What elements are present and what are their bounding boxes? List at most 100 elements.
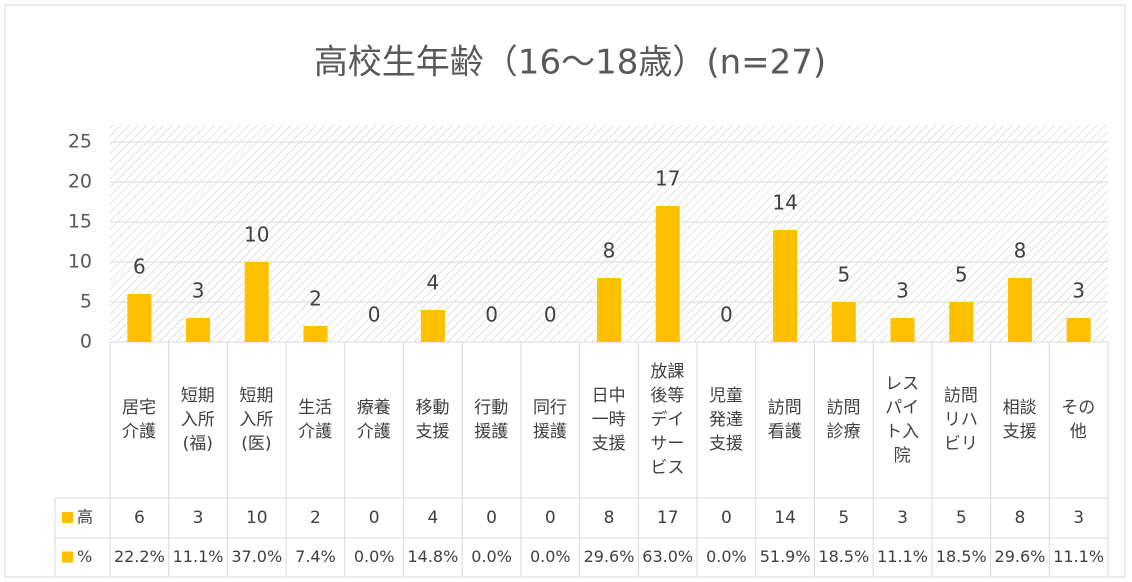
x-tick-label: 訪問診療 <box>826 398 861 442</box>
bar <box>186 318 211 342</box>
y-tick-label: 15 <box>68 211 92 233</box>
x-category: 行動援護 <box>474 398 509 442</box>
bar <box>773 230 798 342</box>
table-cell: 3 <box>897 508 908 528</box>
table-cell: 0.0% <box>354 547 395 566</box>
x-category: レスパイト入院 <box>885 374 920 466</box>
bar <box>303 326 328 342</box>
table-cell: 18.5% <box>818 547 869 566</box>
x-tick-label: レスパイト入院 <box>885 374 920 466</box>
table-cell: 11.1% <box>877 547 928 566</box>
data-label: 3 <box>192 279 205 303</box>
table-cell: 14.8% <box>407 547 458 566</box>
x-category: 訪問看護 <box>767 398 802 442</box>
table-cell: 3 <box>1073 508 1084 528</box>
y-tick-label: 10 <box>68 251 92 273</box>
table-cell: 5 <box>838 508 849 528</box>
x-tick-label: 移動支援 <box>415 398 450 442</box>
x-category: 居宅介護 <box>122 398 156 442</box>
x-tick-label: 訪問リハビリ <box>943 386 978 454</box>
x-category: 生活介護 <box>298 398 332 442</box>
table-cell: 17 <box>657 508 679 528</box>
data-label: 8 <box>1014 239 1027 263</box>
x-category: 同行援護 <box>532 398 567 442</box>
x-category: 訪問診療 <box>826 398 861 442</box>
table-cell: 29.6% <box>584 547 635 566</box>
table-cell: 8 <box>1015 508 1026 528</box>
x-category: 療養介護 <box>356 398 391 442</box>
table-cell: 10 <box>246 508 268 528</box>
bar <box>597 278 621 342</box>
x-tick-label: 児童発達支援 <box>709 386 744 454</box>
bar <box>655 206 680 342</box>
data-label: 2 <box>309 287 322 311</box>
table-cell: 18.5% <box>936 547 987 566</box>
x-tick-label: 短期入所(福) <box>180 386 215 454</box>
bar <box>831 302 856 342</box>
y-tick-label: 25 <box>68 131 92 153</box>
table-cell: 29.6% <box>995 547 1046 566</box>
table-cell: 37.0% <box>231 547 282 566</box>
legend-label: 高 <box>77 508 93 527</box>
data-label: 10 <box>244 223 269 247</box>
data-label: 0 <box>720 303 733 327</box>
y-tick-label: 20 <box>68 171 92 193</box>
data-label: 0 <box>544 303 557 327</box>
table-cell: 8 <box>604 508 615 528</box>
x-tick-label: その他 <box>1061 398 1096 442</box>
data-label: 8 <box>603 239 616 263</box>
legend-key <box>62 551 73 563</box>
x-category: 移動支援 <box>415 398 450 442</box>
y-tick-label: 5 <box>80 291 92 313</box>
table-cell: 0 <box>369 508 380 528</box>
data-label: 6 <box>133 255 146 279</box>
x-tick-label: 行動援護 <box>474 398 509 442</box>
table-cell: 0 <box>545 508 556 528</box>
bar <box>1066 318 1091 342</box>
table-cell: 0 <box>721 508 732 528</box>
table-cell: 11.1% <box>173 547 224 566</box>
data-label: 3 <box>1072 279 1085 303</box>
x-category: 訪問リハビリ <box>943 386 978 454</box>
legend-key <box>62 512 73 523</box>
table-cell: 14 <box>774 508 796 528</box>
data-label: 0 <box>368 303 381 327</box>
x-tick-label: 同行援護 <box>532 398 567 442</box>
bar <box>420 310 445 342</box>
data-label: 5 <box>837 263 850 287</box>
x-tick-label: 日中一時支援 <box>591 386 626 454</box>
bar <box>127 294 152 342</box>
table-cell: 0.0% <box>530 547 571 566</box>
table-cell: 11.1% <box>1053 547 1104 566</box>
table-cell: 22.2% <box>114 547 165 566</box>
x-tick-label: 短期入所(医) <box>239 386 274 454</box>
y-tick-label: 0 <box>80 331 92 353</box>
x-category: 短期入所(医) <box>239 386 274 454</box>
x-tick-label: 放課後等デイサービス <box>650 362 685 478</box>
table-cell: 7.4% <box>295 547 336 566</box>
table-cell: 4 <box>427 508 438 528</box>
x-category: 日中一時支援 <box>591 386 626 454</box>
data-label: 0 <box>485 303 498 327</box>
table-cell: 0 <box>486 508 497 528</box>
table-cell: 0.0% <box>706 547 747 566</box>
bar <box>1007 278 1032 342</box>
table-cell: 3 <box>193 508 204 528</box>
x-category: その他 <box>1061 398 1096 442</box>
table-cell: 2 <box>310 508 321 528</box>
x-tick-label: 相談支援 <box>1002 398 1037 442</box>
x-category: 児童発達支援 <box>709 386 744 454</box>
table-cell: 6 <box>134 508 145 528</box>
table-cell: 5 <box>956 508 967 528</box>
bar <box>244 262 269 342</box>
x-tick-label: 療養介護 <box>356 398 391 442</box>
data-label: 3 <box>896 279 909 303</box>
x-category: 短期入所(福) <box>180 386 215 454</box>
data-label: 17 <box>655 167 680 191</box>
data-label: 14 <box>772 191 797 215</box>
table-cell: 51.9% <box>760 547 811 566</box>
data-label: 5 <box>955 263 968 287</box>
x-tick-label: 訪問看護 <box>767 398 802 442</box>
x-category: 相談支援 <box>1002 398 1037 442</box>
